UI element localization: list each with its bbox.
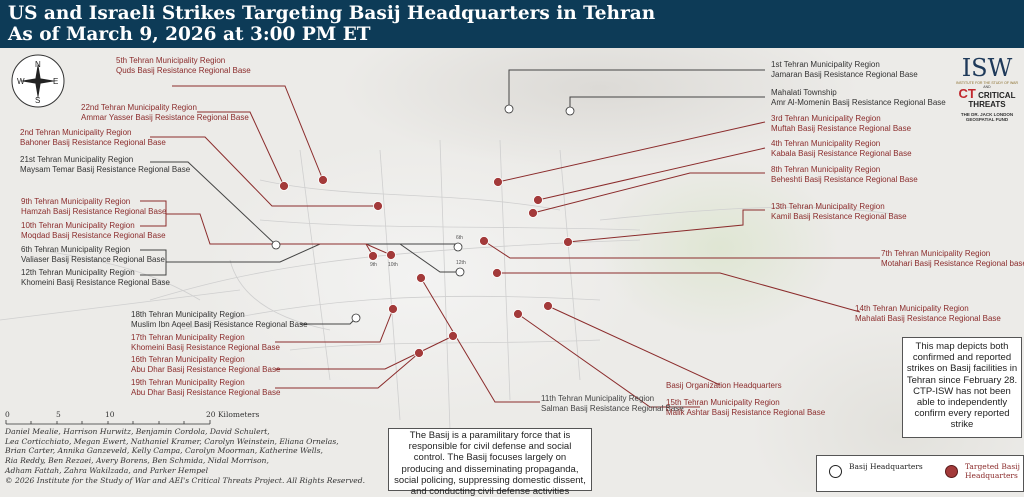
targeted-marker-2nd bbox=[373, 201, 383, 211]
targeted-marker-19th bbox=[414, 348, 424, 358]
label-3rd: 3rd Tehran Municipality Region Muftah Bas… bbox=[771, 114, 912, 133]
label-17th: 17th Tehran Municipality Region Khomeini … bbox=[131, 333, 280, 352]
targeted-marker-13th bbox=[563, 237, 573, 247]
targeted-marker-17th bbox=[388, 304, 398, 314]
logos: ISW INSTITUTE FOR THE STUDY OF WAR AND C… bbox=[953, 55, 1021, 122]
map-header: US and Israeli Strikes Targeting Basij H… bbox=[0, 0, 1024, 48]
marker-tag-9th: 9th bbox=[370, 262, 377, 268]
label-21st: 21st Tehran Municipality Region Maysam Te… bbox=[20, 155, 191, 174]
targeted-marker-8th bbox=[528, 208, 538, 218]
marker-tag-10th: 10th bbox=[388, 262, 398, 268]
label-22nd: 22nd Tehran Municipality Region Ammar Yas… bbox=[81, 103, 249, 122]
targeted-hq-markers bbox=[279, 175, 573, 358]
label-11th: 11th Tehran Municipality Region Salman Ba… bbox=[541, 394, 684, 413]
legend-targeted-hq: Targeted Basij Headquarters bbox=[965, 462, 1020, 480]
label-10th: 10th Tehran Municipality Region Moqdad Ba… bbox=[21, 221, 166, 240]
label-13th: 13th Tehran Municipality Region Kamil Bas… bbox=[771, 202, 907, 221]
label-15th: 15th Tehran Municipality Region Malik Ash… bbox=[666, 398, 826, 417]
label-4th: 4th Tehran Municipality Region Kabala Bas… bbox=[771, 139, 912, 158]
label-12th: 12th Tehran Municipality Region Khomeini … bbox=[21, 268, 170, 287]
basij-description-box: The Basij is a paramilitary force that i… bbox=[388, 428, 592, 497]
label-1st: 1st Tehran Municipality Region Jamaran Ba… bbox=[771, 60, 918, 79]
label-7th: 7th Tehran Municipality Region Motahari B… bbox=[881, 249, 1024, 268]
targeted-marker-11th bbox=[416, 273, 426, 283]
targeted-marker-5th bbox=[318, 175, 328, 185]
targeted-marker-9th bbox=[368, 251, 378, 261]
legend-basij-hq: Basij Headquarters bbox=[849, 462, 923, 471]
targeted-marker-10th bbox=[386, 250, 396, 260]
leader-lines bbox=[140, 69, 880, 408]
compass-letters: N S W E bbox=[17, 60, 59, 105]
basij-hq-markers bbox=[271, 104, 575, 323]
targeted-marker-3rd bbox=[493, 177, 503, 187]
hq-marker-6th bbox=[453, 242, 463, 252]
label-basij-org-hq: Basij Organization Headquarters bbox=[666, 381, 782, 390]
label-8th: 8th Tehran Municipality Region Beheshti B… bbox=[771, 165, 918, 184]
hq-marker-1st bbox=[504, 104, 514, 114]
map-area: 9th 10th 6th 12th bbox=[0, 48, 1024, 492]
map-subtitle: As of March 9, 2026 at 3:00 PM ET bbox=[8, 24, 371, 45]
targeted-marker-14th bbox=[492, 268, 502, 278]
label-6th: 6th Tehran Municipality Region Valiaser B… bbox=[21, 245, 165, 264]
targeted-hq-legend-icon bbox=[945, 465, 958, 478]
targeted-marker-7th bbox=[479, 236, 489, 246]
road-network bbox=[0, 139, 901, 431]
geospatial-fund-logo: THE DR. JACK LONDON GEOSPATIAL FUND bbox=[960, 112, 1014, 122]
hq-marker-18th bbox=[351, 313, 361, 323]
hq-marker-mahalati bbox=[565, 106, 575, 116]
compass-rose bbox=[11, 54, 65, 108]
targeted-marker-basij-org bbox=[543, 301, 553, 311]
marker-tag-6th: 6th bbox=[456, 235, 463, 241]
targeted-marker-16th bbox=[448, 331, 458, 341]
targeted-marker-22nd bbox=[279, 181, 289, 191]
map-overlay bbox=[0, 54, 901, 431]
targeted-marker-15th bbox=[513, 309, 523, 319]
label-18th: 18th Tehran Municipality Region Muslim Ib… bbox=[131, 310, 308, 329]
label-mahalati-township: Mahalati Township Amr Al-Momenin Basij Re… bbox=[771, 88, 946, 107]
legend: Basij Headquarters Targeted Basij Headqu… bbox=[816, 455, 1024, 492]
label-16th: 16th Tehran Municipality Region Abu Dhar … bbox=[131, 355, 281, 374]
label-9th: 9th Tehran Municipality Region Hamzah Bas… bbox=[21, 197, 167, 216]
ct-logo: CT CRITICAL THREATS bbox=[958, 86, 1016, 109]
label-14th: 14th Tehran Municipality Region Mahalati … bbox=[855, 304, 1001, 323]
label-2nd: 2nd Tehran Municipality Region Bahoner Ba… bbox=[20, 128, 166, 147]
credits: Daniel Mealie, Harrison Hurwitz, Benjami… bbox=[5, 427, 366, 485]
disclaimer-box: This map depicts both confirmed and repo… bbox=[902, 337, 1022, 438]
isw-logo: ISW bbox=[961, 54, 1013, 82]
map-title: US and Israeli Strikes Targeting Basij H… bbox=[8, 3, 656, 24]
hq-marker-12th bbox=[455, 267, 465, 277]
marker-tag-12th: 12th bbox=[456, 260, 466, 266]
label-19th: 19th Tehran Municipality Region Abu Dhar … bbox=[131, 378, 281, 397]
label-5th: 5th Tehran Municipality Region Quds Basij… bbox=[116, 56, 251, 75]
basij-hq-legend-icon bbox=[829, 465, 842, 478]
scale-bar bbox=[5, 420, 211, 425]
hq-marker-21st bbox=[271, 240, 281, 250]
targeted-marker-4th bbox=[533, 195, 543, 205]
